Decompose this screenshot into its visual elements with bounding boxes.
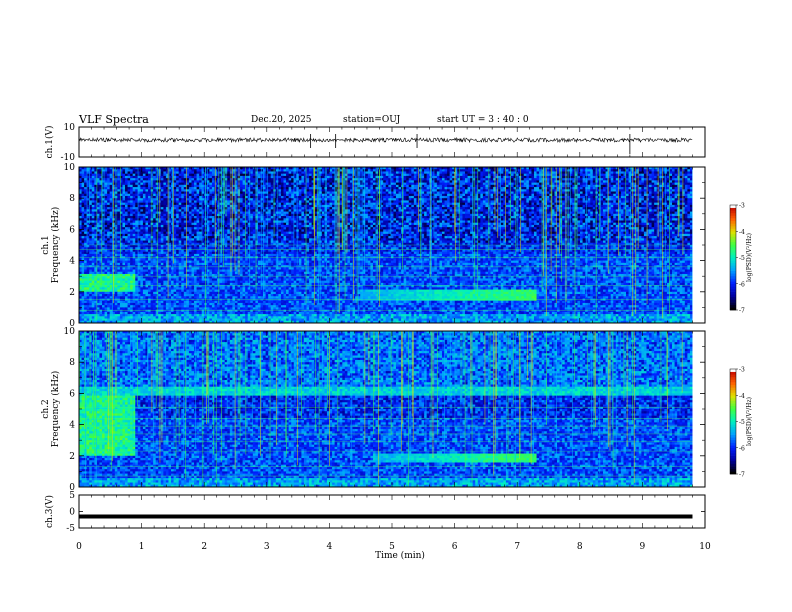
spectrogram-layer	[79, 134, 705, 516]
